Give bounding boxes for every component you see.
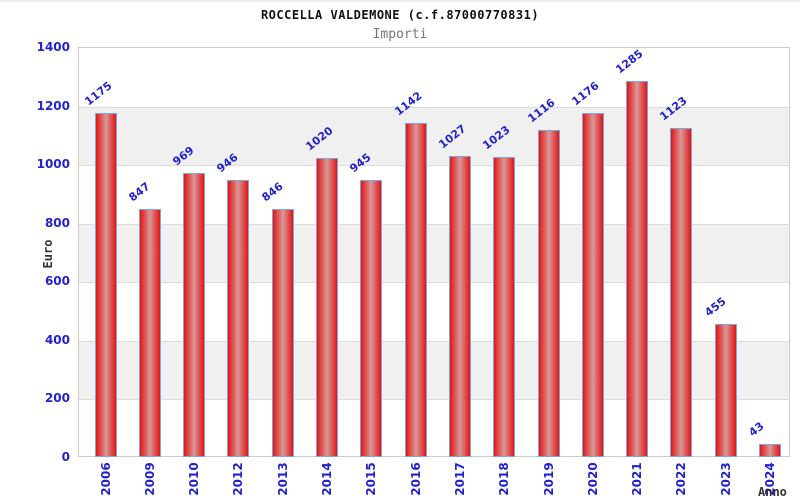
y-tick-label: 400 [44, 332, 70, 347]
gridline [79, 223, 789, 225]
bar-2023 [714, 323, 737, 457]
x-tick-label: 2006 [98, 462, 113, 496]
y-tick-label: 1200 [36, 98, 70, 113]
x-tick-label: 2017 [452, 462, 467, 496]
bar-2018 [493, 157, 516, 457]
bar-2014 [316, 158, 338, 457]
x-tick-label: 2019 [541, 462, 556, 496]
y-tick-label: 600 [44, 274, 70, 289]
bar-2010 [183, 173, 206, 457]
bar-2013 [271, 209, 294, 457]
gridline [79, 165, 789, 167]
x-tick-label: 2022 [674, 462, 689, 496]
bar-2020 [581, 112, 604, 457]
y-tick-label: 200 [44, 391, 70, 406]
chart-title: ROCCELLA VALDEMONE (c.f.87000770831) [260, 8, 540, 22]
x-tick-label: 2010 [187, 462, 202, 496]
x-tick-label: 2021 [630, 462, 645, 496]
x-tick-label: 2023 [718, 462, 733, 496]
y-tick-label: 1000 [36, 157, 70, 172]
bar-2024 [759, 444, 781, 457]
x-tick-label: 2009 [142, 462, 157, 496]
bar-2012 [227, 179, 250, 457]
y-tick-label: 1400 [36, 40, 70, 54]
chart-subtitle: Importi [372, 27, 428, 42]
bar-2019 [537, 130, 560, 457]
bar-2016 [404, 122, 427, 457]
bar-2017 [448, 156, 471, 457]
x-tick-label: 2012 [231, 462, 246, 496]
y-tick-label: 0 [61, 450, 70, 464]
x-tick-label: 2013 [275, 462, 290, 496]
bar-2022 [670, 128, 693, 457]
x-tick-label: 2020 [585, 462, 600, 496]
y-tick-label: 800 [44, 215, 70, 230]
x-tick-label: 2018 [497, 462, 512, 496]
gridline [79, 282, 789, 284]
gridline [79, 399, 789, 401]
x-axis-title: Anno [758, 485, 787, 499]
bar-2015 [360, 180, 383, 457]
x-tick-label: 2014 [320, 462, 334, 496]
bar-2009 [138, 208, 161, 457]
y-axis-title: Euro [41, 239, 55, 269]
gridline [79, 106, 789, 108]
bar-2006 [94, 112, 117, 457]
x-tick-label: 2015 [364, 462, 379, 496]
gridline [79, 340, 789, 342]
x-tick-label: 2016 [408, 462, 423, 496]
bar-2021 [626, 80, 649, 457]
